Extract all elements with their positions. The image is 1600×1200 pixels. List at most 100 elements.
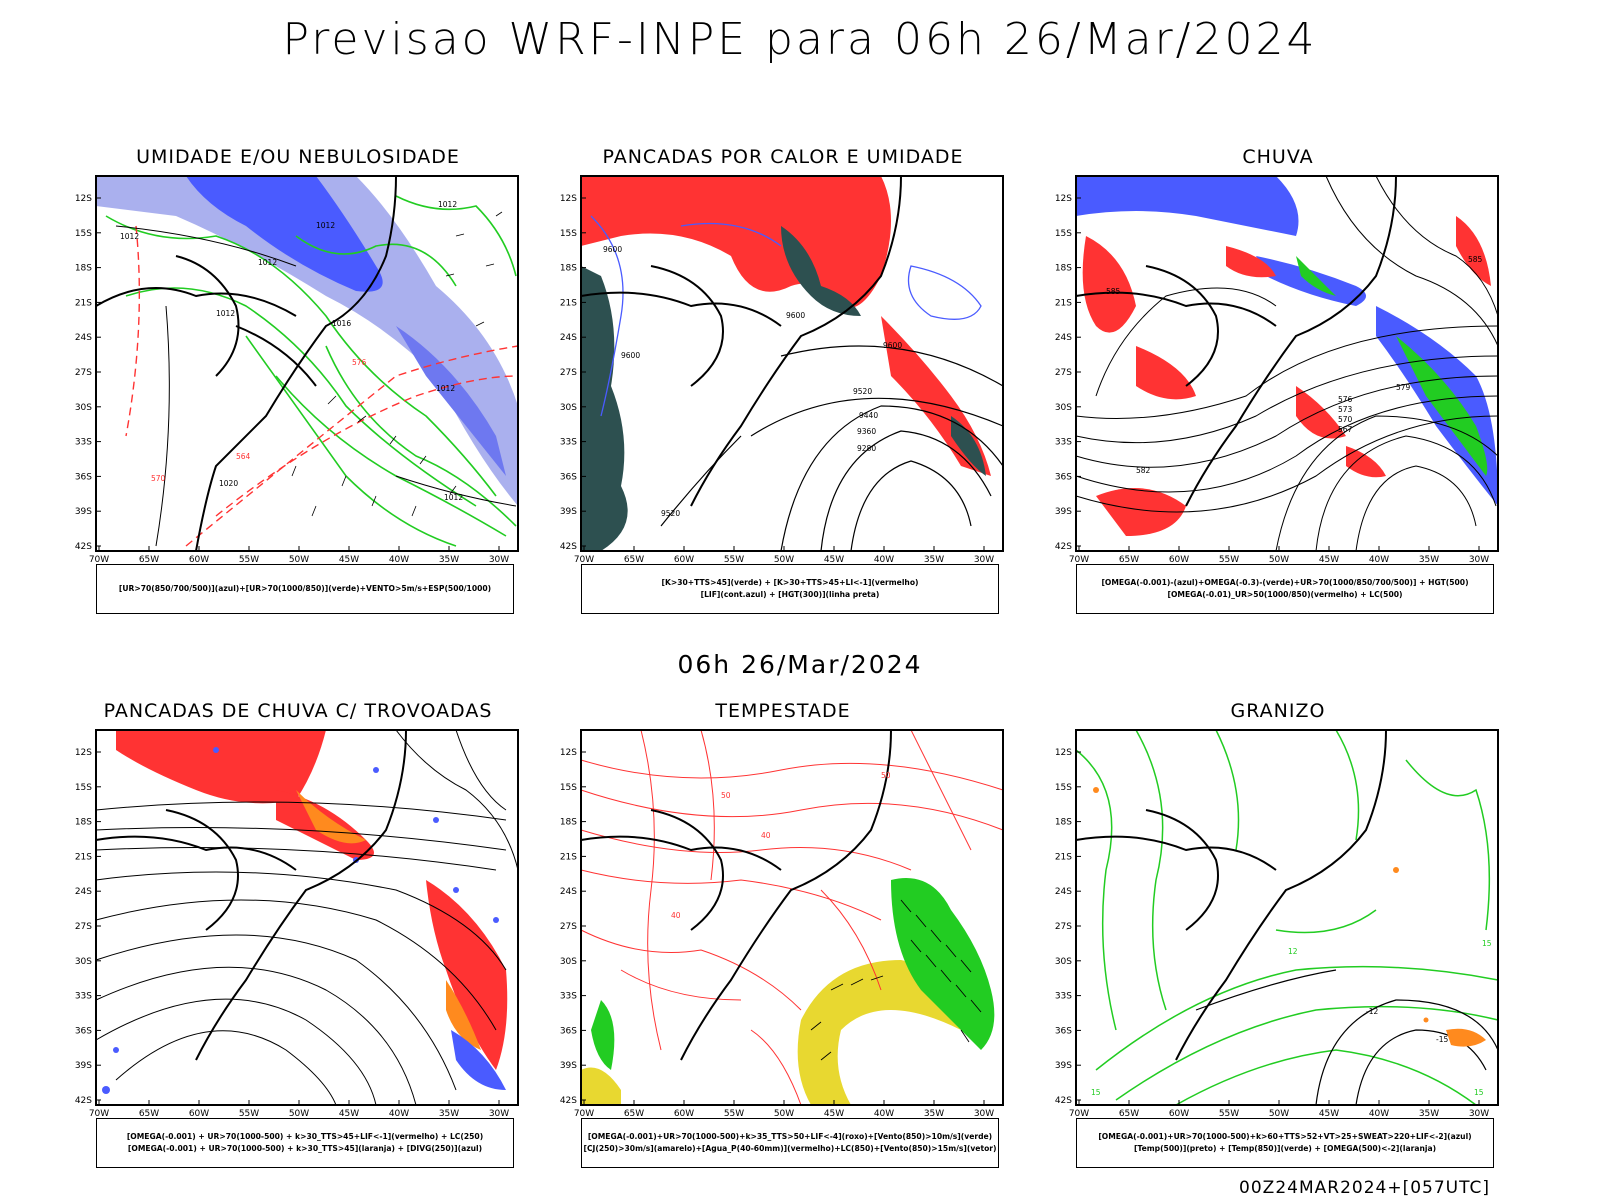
panel-rain: CHUVA [1055, 146, 1558, 646]
lon-tick-label: 40W [389, 555, 409, 565]
lat-tick-label: 27S [75, 368, 92, 378]
lon-tick-label: 70W [574, 1109, 594, 1119]
panel-heat-showers: PANCADAS POR CALOR E UMIDADE [560, 146, 1063, 646]
lat-tick-label: 42S [75, 542, 92, 552]
forecast-run-label: 00Z24MAR2024+[057UTC] [1239, 1178, 1490, 1198]
lon-tick-label: 50W [1269, 1109, 1289, 1119]
panel-thunderstorm-showers: PANCADAS DE CHUVA C/ TROVOADAS [75, 700, 578, 1200]
axis-labels: 12S 15S 18S 21S 24S 27S 30S 33S 36S 39S 42S 70W 65W 6… [560, 748, 994, 1119]
lon-tick-label: 60W [674, 1109, 694, 1119]
instability-fill [581, 176, 991, 551]
panel-legend: [OMEGA(-0.001)+UR>70(1000-500)+k>35_TTS>… [581, 1118, 999, 1168]
lat-tick-label: 30S [1055, 957, 1072, 967]
svg-text:570: 570 [1338, 415, 1353, 424]
coastline-borders [1075, 175, 1397, 507]
axis-labels: 12S 15S 18S 21S 24S 27S 30S 33S 36S 39S 42S 70W 65W 6… [75, 194, 509, 565]
contour-labels: 585 585 582 579 576 573 570 567 [1106, 255, 1483, 475]
lat-tick-label: 42S [1055, 1096, 1072, 1106]
lon-tick-label: 65W [1119, 555, 1139, 565]
svg-text:564: 564 [236, 452, 251, 461]
lat-tick-label: 12S [560, 748, 577, 758]
svg-text:579: 579 [1396, 383, 1411, 392]
panel-title: GRANIZO [1230, 700, 1326, 722]
lon-tick-label: 40W [874, 555, 894, 565]
wind-arrows [291, 211, 503, 517]
lon-tick-label: 60W [1169, 1109, 1189, 1119]
lon-tick-label: 70W [89, 1109, 109, 1119]
svg-text:1012: 1012 [438, 200, 457, 209]
lat-tick-label: 12S [1055, 194, 1072, 204]
lon-tick-label: 50W [289, 1109, 309, 1119]
lon-tick-label: 35W [1419, 1109, 1439, 1119]
svg-text:9600: 9600 [603, 245, 622, 254]
lat-tick-label: 36S [75, 1026, 92, 1036]
lon-tick-label: 45W [824, 1109, 844, 1119]
lat-tick-label: 24S [75, 333, 92, 343]
lif-contours [590, 215, 982, 417]
lat-tick-label: 39S [1055, 507, 1072, 517]
lon-tick-label: 35W [439, 1109, 459, 1119]
lon-tick-label: 45W [1319, 1109, 1339, 1119]
svg-text:50: 50 [721, 791, 731, 800]
storm-map: 50 40 50 40 12S 15S 18S 21S 24S 27S 30S 33S 36S 3… [560, 729, 1004, 1119]
lon-tick-label: 35W [1419, 555, 1439, 565]
panel-legend: [OMEGA(-0.001)-(azul)+OMEGA(-0.3)-(verde… [1076, 564, 1494, 614]
svg-text:15: 15 [1091, 1088, 1101, 1097]
lat-tick-label: 21S [75, 298, 92, 308]
lat-tick-label: 12S [560, 194, 577, 204]
omega-fill [1093, 787, 1486, 1047]
axis-labels: 12S 15S 18S 21S 24S 27S 30S 33S 36S 39S 42S 70W 65W 6… [560, 194, 994, 565]
lat-tick-label: 21S [560, 298, 577, 308]
temp850-contours [1075, 729, 1499, 1106]
lat-tick-label: 30S [560, 403, 577, 413]
svg-text:1012: 1012 [316, 221, 335, 230]
lon-tick-label: 30W [974, 1109, 994, 1119]
wind-vectors [810, 899, 982, 1061]
panel-legend: [K>30+TTS>45](verde) + [K>30+TTS>45+LI<-… [581, 564, 999, 614]
lat-tick-label: 39S [75, 507, 92, 517]
panel-title: TEMPESTADE [715, 700, 851, 722]
svg-text:40: 40 [671, 911, 681, 920]
contour-labels: 12 15 -12 -15 15 15 [1091, 939, 1492, 1097]
lat-tick-label: 30S [75, 957, 92, 967]
lat-tick-label: 24S [560, 887, 577, 897]
contour-labels: 9600 9600 9600 9600 9520 9440 9360 9280 … [603, 245, 902, 518]
lat-tick-label: 30S [1055, 403, 1072, 413]
lon-tick-label: 35W [439, 555, 459, 565]
svg-text:1012: 1012 [436, 384, 455, 393]
thunderstorm-map: 12S 15S 18S 21S 24S 27S 30S 33S 36S 39S 42S 70W 65W 6… [75, 729, 519, 1119]
lon-tick-label: 30W [489, 1109, 509, 1119]
isobar-contours [115, 225, 517, 547]
svg-text:576: 576 [352, 358, 367, 367]
lat-tick-label: 18S [560, 818, 577, 828]
lat-tick-label: 24S [560, 333, 577, 343]
lon-tick-label: 35W [924, 555, 944, 565]
svg-text:15: 15 [1482, 939, 1492, 948]
lon-tick-label: 70W [89, 555, 109, 565]
lat-tick-label: 33S [560, 992, 577, 1002]
svg-text:9600: 9600 [883, 341, 902, 350]
heat-showers-map: 9600 9600 9600 9600 9520 9440 9360 9280 … [560, 175, 1004, 565]
svg-text:9600: 9600 [786, 311, 805, 320]
lat-tick-label: 42S [560, 1096, 577, 1106]
lon-tick-label: 55W [1219, 555, 1239, 565]
lon-tick-label: 30W [1469, 1109, 1489, 1119]
lon-tick-label: 55W [724, 555, 744, 565]
lon-tick-label: 55W [1219, 1109, 1239, 1119]
lon-tick-label: 45W [339, 1109, 359, 1119]
lon-tick-label: 60W [189, 555, 209, 565]
svg-text:-15: -15 [1436, 1035, 1448, 1044]
lon-tick-label: 50W [774, 1109, 794, 1119]
lat-tick-label: 15S [75, 229, 92, 239]
coastline-borders [95, 729, 407, 1061]
svg-text:1012: 1012 [216, 309, 235, 318]
svg-text:9600: 9600 [621, 351, 640, 360]
svg-text:567: 567 [1338, 425, 1353, 434]
svg-text:576: 576 [1338, 395, 1353, 404]
hgt300-contours [660, 345, 1004, 552]
coastline-borders [95, 175, 397, 552]
panel-title: CHUVA [1242, 146, 1314, 168]
svg-text:-12: -12 [1366, 1007, 1378, 1016]
lat-tick-label: 42S [1055, 542, 1072, 552]
lat-tick-label: 18S [75, 818, 92, 828]
